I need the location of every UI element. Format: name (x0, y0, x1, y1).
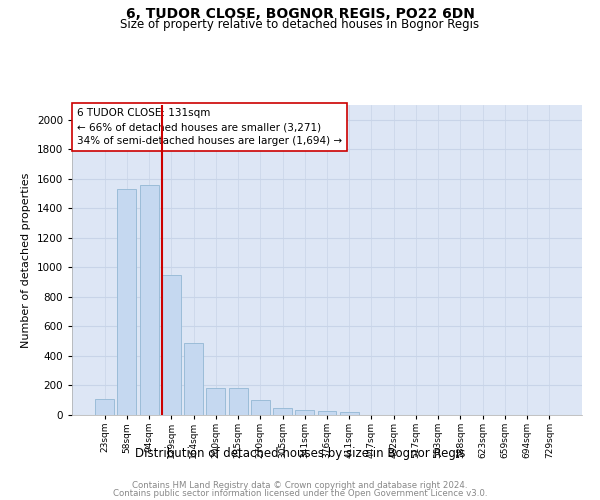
Text: 6 TUDOR CLOSE: 131sqm
← 66% of detached houses are smaller (3,271)
34% of semi-d: 6 TUDOR CLOSE: 131sqm ← 66% of detached … (77, 108, 342, 146)
Bar (184, 342, 203, 415)
Bar (340, 412, 359, 415)
Bar (95, 399, 114, 415)
Y-axis label: Number of detached properties: Number of detached properties (21, 172, 31, 348)
Bar (273, 408, 292, 415)
Text: 6, TUDOR CLOSE, BOGNOR REGIS, PO22 6DN: 6, TUDOR CLOSE, BOGNOR REGIS, PO22 6DN (125, 8, 475, 22)
Text: Size of property relative to detached houses in Bognor Regis: Size of property relative to detached ho… (121, 18, 479, 31)
Bar (140, 184, 158, 415)
Bar (206, 388, 225, 415)
Text: Contains public sector information licensed under the Open Government Licence v3: Contains public sector information licen… (113, 489, 487, 498)
Bar (251, 400, 270, 415)
Text: Distribution of detached houses by size in Bognor Regis: Distribution of detached houses by size … (135, 448, 465, 460)
Text: Contains HM Land Registry data © Crown copyright and database right 2024.: Contains HM Land Registry data © Crown c… (132, 481, 468, 490)
Bar (118, 189, 136, 415)
Bar (295, 410, 314, 415)
Bar (317, 412, 337, 415)
Bar (229, 388, 248, 415)
Bar (162, 275, 181, 415)
